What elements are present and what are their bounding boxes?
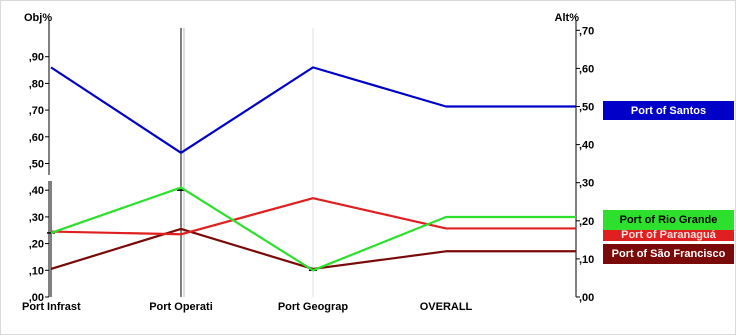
category-label: Port Operati — [149, 301, 213, 313]
series-line — [50, 197, 576, 236]
left-tick-label: ,30 — [29, 212, 44, 224]
legend-item-sao-francisco[interactable]: Port of São Francisco — [603, 244, 734, 264]
legend-label: Port of Paranaguá — [621, 229, 716, 241]
category-label: Port Infrast — [22, 301, 81, 313]
right-axis-title: Alt% — [555, 12, 580, 24]
left-tick-label: ,50 — [29, 159, 44, 171]
category-label: OVERALL — [420, 301, 473, 313]
left-tick-label: ,90 — [29, 52, 44, 64]
left-tick-label: ,20 — [29, 239, 44, 251]
legend-item-rio-grande[interactable]: Port of Rio Grande — [603, 210, 734, 230]
left-tick-label: ,00 — [29, 292, 44, 304]
right-tick-label: ,10 — [579, 254, 594, 266]
right-tick-label: ,40 — [579, 140, 594, 152]
left-tick-label: ,80 — [29, 78, 44, 90]
left-tick-label: ,40 — [29, 185, 44, 197]
series-line — [50, 66, 576, 154]
series-line — [50, 186, 576, 272]
right-tick-label: ,00 — [579, 292, 594, 304]
left-tick-label: ,60 — [29, 132, 44, 144]
legend-label: Port of Rio Grande — [619, 214, 718, 226]
legend-label: Port of São Francisco — [611, 248, 726, 260]
left-tick-label: ,10 — [29, 265, 44, 277]
legend-label: Port of Santos — [630, 104, 707, 117]
right-tick-label: ,30 — [579, 178, 594, 190]
legend-item-santos[interactable]: Port of Santos — [603, 101, 734, 120]
left-axis-title: Obj% — [24, 12, 52, 24]
left-tick-label: ,70 — [29, 105, 44, 117]
series-line — [50, 227, 576, 271]
right-tick-label: ,50 — [579, 102, 594, 114]
right-tick-label: ,70 — [579, 25, 594, 37]
right-tick-label: ,60 — [579, 63, 594, 75]
right-tick-label: ,20 — [579, 216, 594, 228]
category-label: Port Geograp — [278, 301, 349, 313]
